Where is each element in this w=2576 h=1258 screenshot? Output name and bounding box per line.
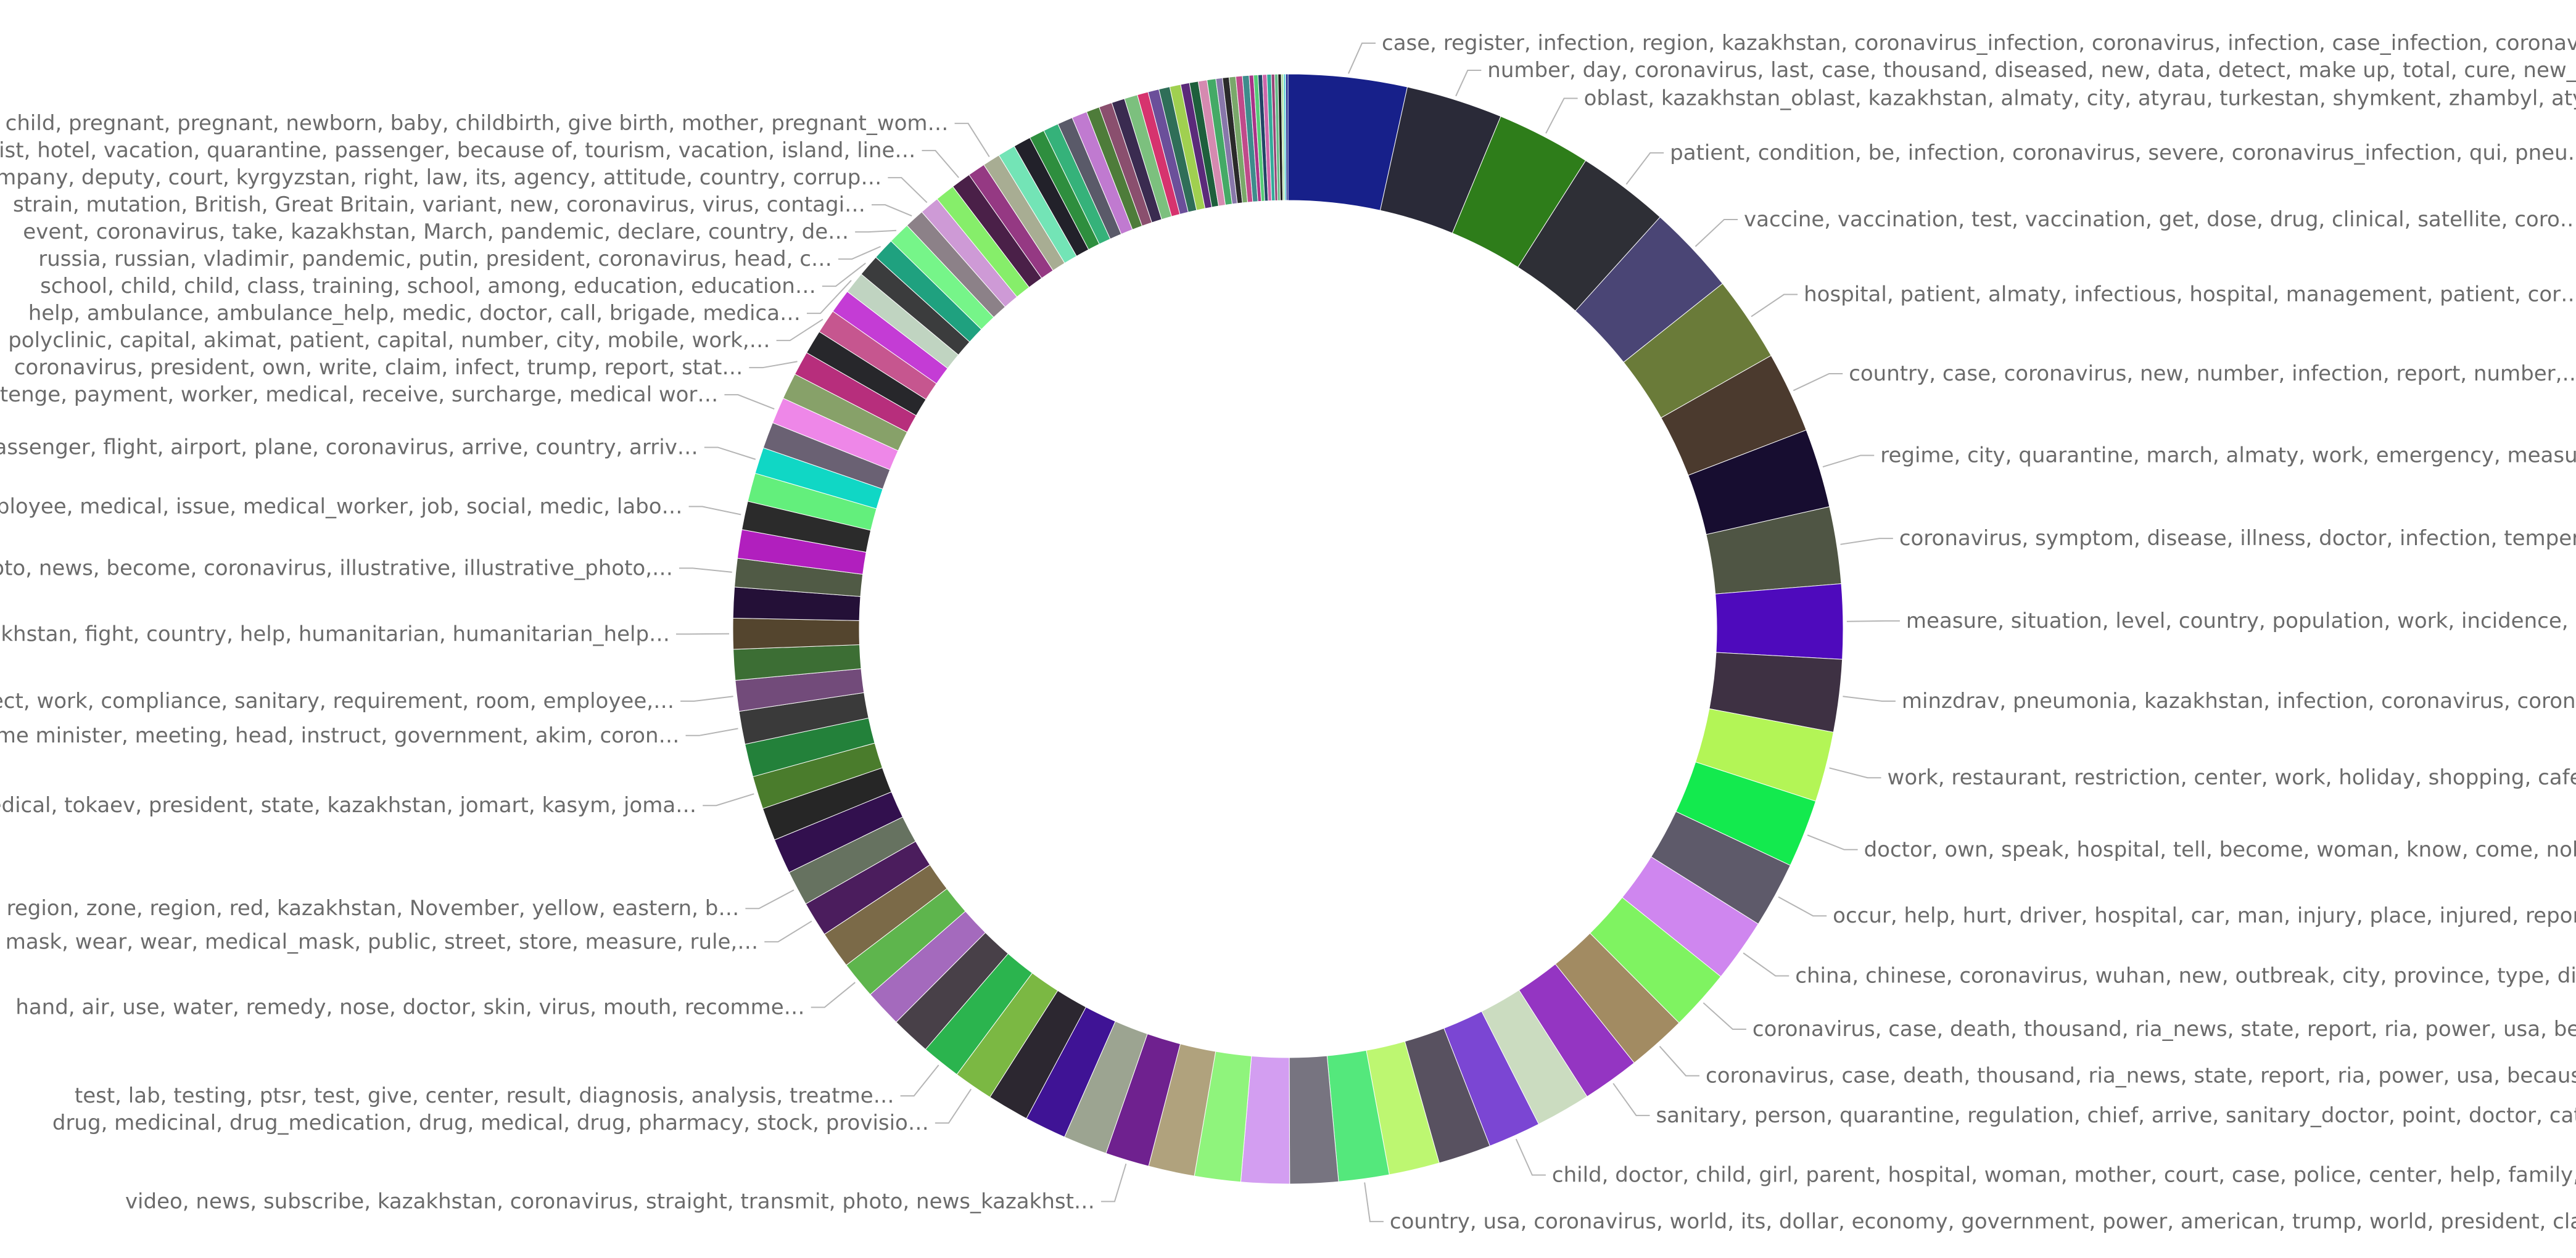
slice-label: hospital, patient, almaty, infectious, h… [1804, 282, 2576, 307]
leader-line [888, 177, 928, 204]
slice-label: regime, city, quarantine, march, almaty,… [1880, 443, 2576, 467]
slice-label: doctor, own, speak, hospital, tell, beco… [1864, 837, 2576, 862]
leader-line [688, 506, 741, 516]
leader-line [811, 982, 856, 1008]
slice-label: oblast, kazakhstan_oblast, kazakhstan, a… [1584, 86, 2576, 110]
leader-line [704, 446, 756, 460]
donut-slice [1285, 73, 1289, 201]
leader-line [1455, 70, 1482, 97]
slice-label: work, restaurant, restriction, center, w… [1888, 765, 2576, 790]
slice-label: number, day, coronavirus, last, case, th… [1487, 58, 2576, 83]
slice-label: case, register, infection, region, kazak… [1382, 31, 2576, 56]
leader-line [1348, 43, 1376, 74]
leader-line [1659, 1045, 1700, 1077]
leader-line [1743, 952, 1790, 977]
leader-line [1100, 1163, 1127, 1202]
slice-label: child, doctor, child, girl, parent, hosp… [1552, 1163, 2576, 1188]
slice-label: russia, russian, vladimir, pandemic, put… [38, 247, 832, 271]
leader-line [1822, 454, 1875, 467]
leader-line [764, 920, 812, 943]
slice-label: occur, help, hurt, driver, hospital, car… [1833, 903, 2576, 928]
leader-line [1695, 218, 1738, 247]
slice-label: vaccine, vaccination, test, vaccination,… [1744, 207, 2576, 232]
slice-label: photo, news, become, coronavirus, illust… [0, 556, 673, 580]
leader-line [1545, 97, 1578, 134]
leader-line [724, 394, 775, 410]
leader-line [822, 262, 866, 287]
slice-label: region, zone, region, red, kazakhstan, N… [7, 896, 740, 921]
slices-group [732, 73, 1844, 1185]
slice-label: tourist, hotel, vacation, quarantine, pa… [0, 138, 915, 163]
leader-line [1807, 834, 1858, 850]
slice-label: help, ambulance, ambulance_help, medic, … [28, 301, 801, 326]
leader-line [900, 1064, 939, 1097]
leader-line [935, 1088, 972, 1124]
slice-label: drug, medicinal, drug_medication, drug, … [52, 1111, 929, 1135]
slice-label: tenge, payment, worker, medical, receive… [0, 382, 718, 407]
leader-line [1703, 1002, 1746, 1030]
slice-label: hand, air, use, water, remedy, nose, doc… [15, 995, 804, 1020]
leader-line [676, 633, 730, 635]
slice-label: employee, medical, issue, medical_worker… [0, 494, 683, 519]
slice-label: polyclinic, capital, akimat, patient, ca… [8, 328, 770, 353]
slice-label: coronavirus, president, own, write, clai… [14, 355, 743, 380]
slice-label: prime minister, meeting, head, instruct,… [0, 723, 680, 748]
leader-line [1612, 1083, 1650, 1116]
leader-line [745, 889, 795, 910]
slice-label: passenger, flight, airport, plane, coron… [0, 435, 698, 459]
leader-line [1625, 152, 1664, 185]
leader-line [838, 245, 881, 260]
slice-label: country, usa, coronavirus, world, its, d… [1390, 1209, 2576, 1234]
slice-label: sanitary, person, quarantine, regulation… [1656, 1103, 2576, 1128]
slice-labels-group: case, register, infection, region, kazak… [0, 31, 2576, 1234]
leader-line [1829, 767, 1881, 779]
leader-line [1515, 1138, 1546, 1176]
leader-line [703, 793, 754, 807]
slice-label: strain, mutation, British, Great Britain… [13, 192, 865, 217]
leader-line [855, 229, 897, 233]
slice-label: company, deputy, court, kyrgyzstan, righ… [0, 165, 881, 190]
slice-label: coronavirus, symptom, disease, illness, … [1899, 526, 2576, 551]
donut-slice [732, 617, 860, 650]
slice-label: school, child, child, class, training, s… [40, 274, 816, 298]
slice-label: coronavirus, case, death, thousand, ria_… [1752, 1017, 2576, 1042]
slice-label: china, chinese, coronavirus, wuhan, new,… [1795, 963, 2576, 988]
leader-line [872, 204, 912, 216]
slice-label: test, lab, testing, ptsr, test, give, ce… [75, 1083, 894, 1108]
leader-line [806, 280, 852, 314]
slice-label: measure, situation, level, country, popu… [1906, 609, 2576, 633]
leader-line [680, 696, 733, 702]
slice-label: patient, condition, be, infection, coron… [1670, 141, 2576, 165]
slice-label: minzdrav, pneumonia, kazakhstan, infecti… [1902, 689, 2576, 713]
leader-lines-group [676, 43, 1900, 1222]
slice-label: mask, wear, wear, medical_mask, public, … [6, 929, 758, 954]
donut-slice [1715, 583, 1844, 660]
leader-line [1846, 620, 1900, 622]
slice-label: medical, tokaev, president, state, kazak… [0, 793, 696, 818]
slice-label: object, work, compliance, sanitary, requ… [0, 689, 674, 713]
leader-line [922, 150, 959, 178]
leader-line [776, 318, 824, 342]
slice-label: kazakhstan, fight, country, help, humani… [0, 622, 670, 646]
leader-line [679, 567, 732, 573]
slice-label: coronavirus, case, death, thousand, ria_… [1706, 1063, 2576, 1088]
slice-label: woman, child, pregnant, pregnant, newbor… [0, 111, 949, 136]
leader-line [1840, 538, 1893, 545]
leader-line [1843, 696, 1896, 702]
slice-label: country, case, coronavirus, new, number,… [1849, 361, 2576, 386]
leader-line [685, 728, 738, 736]
slice-label: event, coronavirus, take, kazakhstan, Ma… [23, 220, 849, 244]
leader-line [954, 123, 990, 157]
leader-line [1751, 294, 1798, 318]
leader-line [749, 361, 798, 369]
slice-label: video, news, subscribe, kazakhstan, coro… [125, 1189, 1095, 1214]
leader-line [1778, 896, 1827, 917]
leader-line [1793, 372, 1843, 392]
leader-line [1364, 1182, 1384, 1222]
